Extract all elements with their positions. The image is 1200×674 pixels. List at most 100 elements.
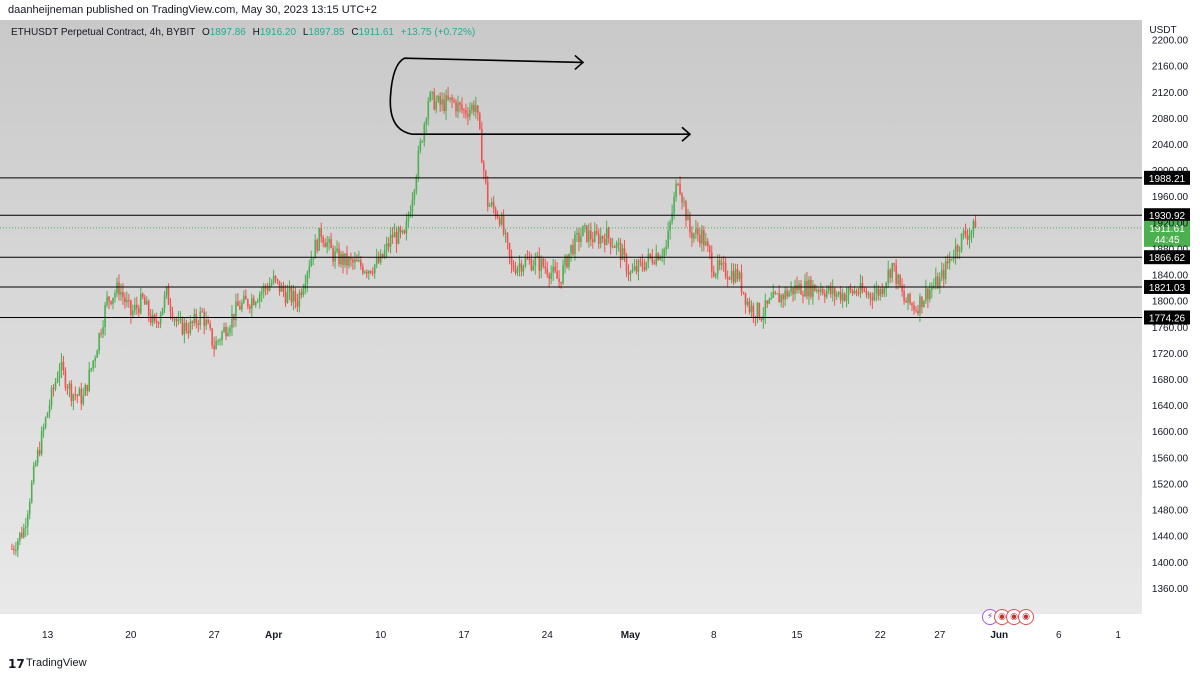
candle-body [322,237,324,243]
candle-body [677,183,679,185]
candle-body [558,278,560,282]
candle-body [375,257,378,265]
candle-body [843,293,846,301]
candle-body [629,272,632,275]
current-price-text: 1911.61 [1149,224,1185,235]
current-price-box [1144,220,1190,247]
candle-body [451,97,453,101]
candle-body [22,528,25,538]
candle-body [369,270,372,273]
candle-body [948,258,951,264]
candle-body [237,301,239,306]
candle-body [508,243,511,257]
candle-body [36,450,39,464]
candle-body [235,301,237,320]
y-tick-label: 1960.00 [1152,192,1189,203]
candle-body [306,272,309,284]
candle-body [669,221,671,231]
candle-body [80,389,83,404]
candle-body [379,254,382,263]
candle-body [365,271,368,274]
candle-body [574,234,576,255]
candle-body [780,294,782,303]
candle-body [681,194,683,203]
candle-body [48,405,51,413]
y-tick-label: 1600.00 [1152,427,1189,438]
candle-body [687,215,689,221]
candle-body [24,526,27,529]
candle-body [750,305,753,312]
candle-body [845,295,848,301]
us-flag-icon[interactable]: ◉ [1018,609,1034,625]
candle-body [546,268,549,275]
candle-body [645,261,648,270]
level-price-label[interactable]: 1988.21 [1144,170,1190,185]
candle-body [708,246,711,253]
candle-body [13,548,15,551]
candle-body [17,540,19,550]
candle-body [316,240,319,251]
symbol-name[interactable]: ETHUSDT Perpetual Contract, 4h, BYBIT [11,27,196,38]
candle-body [962,230,965,234]
candle-body [641,261,644,268]
candle-body [730,270,733,280]
candle-body [262,286,265,292]
candle-body [683,201,685,203]
level-price-label[interactable]: 1774.26 [1144,310,1190,325]
candle-body [64,370,67,388]
candle-body [514,269,517,274]
candle-body [685,201,687,221]
candle-body [603,238,606,245]
candle-body [233,313,235,320]
candle-body [560,281,562,284]
candle-body [50,388,53,406]
candle-body [334,251,336,262]
candle-body [52,388,55,390]
candle-body [229,327,231,333]
level-price-label[interactable]: 1821.03 [1144,279,1190,294]
change-value: +13.75 (+0.72%) [400,27,476,38]
price-chart[interactable]: 1988.21 1930.92 1866.62 1821.03 1774.26 1911.… [0,20,1200,652]
arrow-head [574,54,585,71]
tradingview-logo-icon: 17 [8,657,25,671]
candle-body [478,113,481,129]
candle-body [532,265,535,271]
candle-body [453,100,455,102]
candle-body [595,231,598,234]
candle-body [710,252,713,272]
candle-body [330,239,332,249]
candle-body [272,275,275,283]
chart-area[interactable]: 1988.21 1930.92 1866.62 1821.03 1774.26 1911.… [0,20,1200,652]
candle-body [350,257,352,260]
symbol-legend: ETHUSDT Perpetual Contract, 4h, BYBIT O1… [11,27,475,38]
candle-body [62,361,65,371]
candle-body [431,91,434,93]
candle-body [19,532,21,541]
level-price-label[interactable]: 1866.62 [1144,250,1190,265]
candle-body [336,248,338,252]
price-axis-background [1142,20,1200,652]
candle-body [964,230,967,237]
candle-body [455,101,457,112]
candle-body [536,255,539,258]
candle-body [364,271,366,273]
candle-body [738,272,741,279]
candle-body [544,266,547,269]
low-label: L [302,27,309,38]
candle-body [647,253,650,262]
candle-body [931,287,933,290]
candle-body [907,293,909,303]
time-axis[interactable]: 13 20 27 Apr 10 17 24 May 8 15 22 27 Jun 6 1 [42,630,1121,641]
candle-body [195,314,198,324]
candle-body [502,216,505,234]
candle-body [167,286,170,305]
level-price-label[interactable]: 1930.92 [1144,208,1190,223]
candle-body [952,257,955,260]
candle-body [475,105,477,112]
y-tick-label: 1520.00 [1152,479,1189,490]
y-tick-label: 1760.00 [1152,323,1189,334]
candle-body [183,322,186,335]
candle-body [205,319,207,326]
